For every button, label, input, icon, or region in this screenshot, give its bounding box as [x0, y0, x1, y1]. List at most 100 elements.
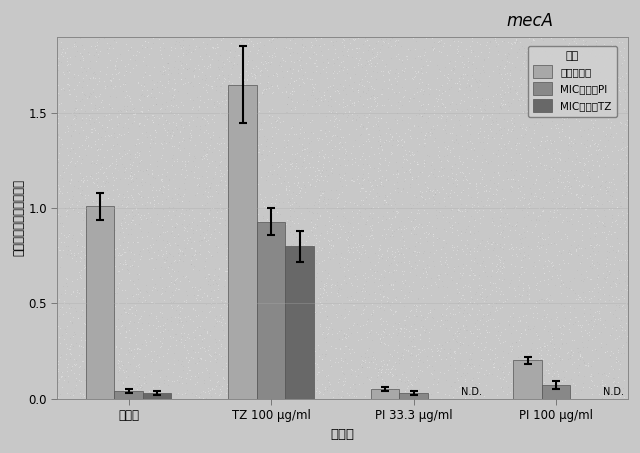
Point — [476, 48, 486, 56]
Point — [453, 288, 463, 295]
Point — [269, 256, 280, 263]
Point — [69, 183, 79, 190]
Point — [195, 43, 205, 51]
Point — [152, 163, 163, 170]
Point — [471, 101, 481, 108]
Point — [282, 244, 292, 251]
Point — [132, 386, 142, 393]
Point — [45, 287, 56, 294]
Point — [481, 237, 492, 245]
Point — [74, 153, 84, 160]
Point — [511, 149, 521, 157]
Point — [278, 148, 289, 155]
Point — [428, 238, 438, 246]
Point — [618, 138, 628, 145]
Point — [122, 128, 132, 135]
Point — [534, 366, 545, 373]
Point — [177, 323, 188, 331]
Point — [432, 62, 442, 69]
Point — [305, 349, 315, 356]
Point — [475, 261, 485, 269]
Point — [449, 64, 459, 72]
Point — [549, 81, 559, 88]
Point — [71, 106, 81, 114]
Point — [562, 235, 572, 242]
Point — [498, 152, 508, 159]
Point — [365, 57, 375, 64]
Point — [70, 361, 80, 369]
Point — [579, 107, 589, 114]
Point — [379, 226, 389, 233]
Point — [545, 207, 555, 215]
Point — [350, 367, 360, 374]
Point — [310, 199, 321, 206]
Point — [582, 80, 592, 87]
Point — [357, 357, 367, 364]
Point — [316, 293, 326, 300]
Point — [440, 249, 451, 256]
Point — [303, 341, 313, 348]
Point — [472, 243, 482, 251]
Point — [311, 37, 321, 44]
Point — [385, 269, 395, 276]
Point — [60, 49, 70, 56]
Point — [173, 256, 184, 264]
Point — [369, 289, 380, 296]
Point — [429, 249, 440, 256]
Point — [62, 57, 72, 64]
Point — [499, 234, 509, 241]
Point — [455, 275, 465, 282]
Point — [288, 48, 298, 55]
Point — [368, 349, 378, 356]
Point — [556, 120, 566, 127]
Point — [138, 44, 148, 52]
Point — [464, 280, 474, 287]
Point — [311, 235, 321, 242]
Point — [152, 78, 162, 86]
Point — [167, 127, 177, 134]
Point — [366, 63, 376, 70]
Point — [249, 304, 259, 311]
Point — [360, 246, 371, 253]
Point — [68, 73, 79, 80]
Point — [605, 330, 616, 337]
Point — [269, 376, 280, 383]
Point — [330, 49, 340, 57]
Point — [350, 256, 360, 263]
Point — [531, 220, 541, 227]
Point — [286, 191, 296, 198]
Point — [624, 92, 634, 100]
Point — [457, 340, 467, 347]
Point — [541, 366, 551, 374]
Point — [307, 128, 317, 135]
Point — [449, 138, 460, 145]
Point — [565, 215, 575, 222]
Point — [540, 48, 550, 55]
Point — [630, 259, 640, 266]
Point — [563, 86, 573, 93]
Point — [327, 145, 337, 153]
Point — [460, 303, 470, 310]
Point — [322, 228, 332, 235]
Point — [500, 159, 511, 166]
Point — [66, 175, 76, 183]
Point — [190, 372, 200, 379]
Point — [209, 101, 220, 108]
Point — [557, 202, 567, 209]
Point — [127, 216, 138, 223]
Point — [413, 350, 424, 357]
Point — [500, 377, 511, 385]
Point — [205, 179, 216, 186]
Point — [478, 113, 488, 120]
Point — [372, 167, 383, 174]
Point — [281, 385, 291, 392]
Point — [314, 148, 324, 155]
Point — [516, 182, 527, 189]
Point — [176, 121, 186, 128]
Point — [320, 351, 330, 358]
Point — [169, 132, 179, 139]
Point — [143, 92, 153, 99]
Point — [340, 305, 350, 313]
Point — [40, 164, 50, 171]
Point — [292, 173, 302, 180]
